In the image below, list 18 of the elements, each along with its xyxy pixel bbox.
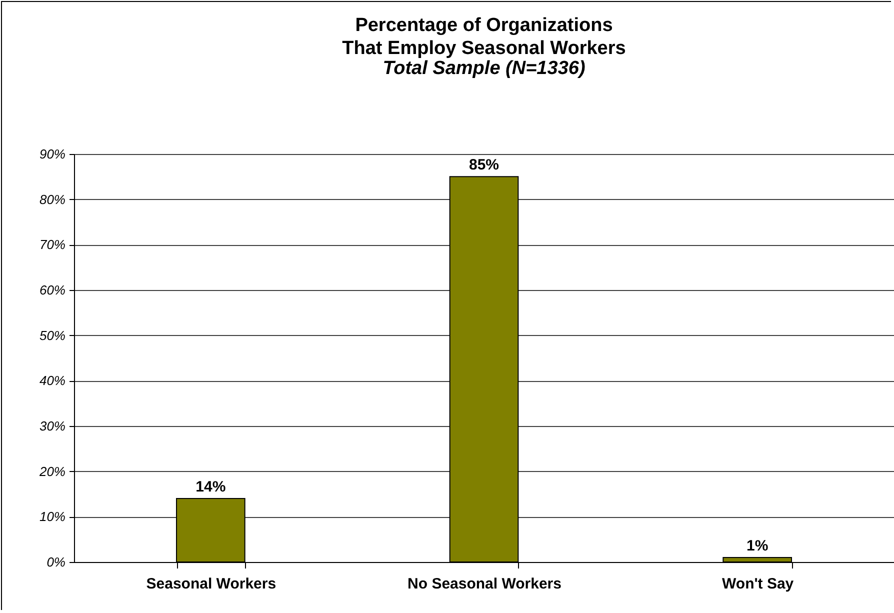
y-tick-label: 60%: [39, 282, 66, 298]
y-tick-label: 50%: [39, 328, 66, 343]
y-tick-label: 20%: [38, 464, 66, 479]
x-tick-label: No Seasonal Workers: [408, 576, 562, 592]
chart-title: Percentage of Organizations That Employ Seasonal Workers: [342, 15, 626, 59]
y-tick-label: 70%: [39, 237, 66, 252]
data-label: 85%: [468, 156, 500, 174]
chart-subtitle: Total Sample (N=1336): [382, 58, 586, 79]
y-tick-label: 10%: [39, 509, 66, 524]
x-tick-label: Seasonal Workers: [146, 576, 276, 592]
y-tick-label: 90%: [39, 146, 66, 162]
y-tick-label: 80%: [39, 192, 66, 207]
data-label: 1%: [746, 537, 768, 554]
y-tick-label: 0%: [46, 554, 66, 570]
y-tick-label: 40%: [39, 373, 66, 388]
y-tick-label: 30%: [39, 418, 66, 434]
x-tick-label: Won't Say: [722, 576, 794, 592]
data-label: 14%: [196, 478, 226, 496]
